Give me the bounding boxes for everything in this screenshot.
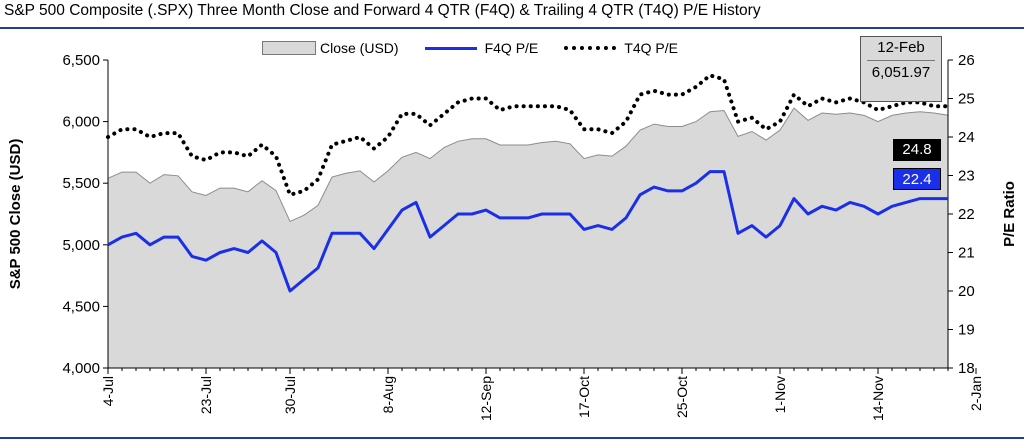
y2-tick-label: 24 (958, 129, 975, 146)
y2-axis-label: P/E Ratio (1001, 181, 1018, 247)
y2-tick-label: 20 (958, 283, 975, 300)
y2-tick-label: 23 (958, 168, 975, 185)
y-tick-label: 6,500 (62, 52, 100, 69)
y-tick-label: 6,000 (62, 114, 100, 131)
latest-close: 6,051.97 (867, 60, 935, 83)
legend: Close (USD) F4Q P/E T4Q P/E (262, 40, 704, 56)
legend-close-label: Close (USD) (320, 40, 399, 56)
y-tick-label: 5,000 (62, 237, 100, 254)
y2-tick-label: 18 (958, 360, 975, 377)
pe-lines-layer (106, 73, 950, 293)
x-tick-label: 14-Nov (870, 376, 886, 421)
x-tick-label: 8-Aug (380, 376, 396, 413)
x-tick-label: 17-Oct (576, 376, 592, 418)
y-axis-label: S&P 500 Close (USD) (7, 139, 24, 290)
x-tick-label: 1-Nov (772, 376, 788, 413)
chart-title: S&P 500 Composite (.SPX) Three Month Clo… (4, 2, 761, 19)
axes-layer: 4,000 4,500 5,000 5,500 6,000 6,500 18 19 20 21 22… (62, 52, 984, 421)
legend-t4q-swatch (564, 46, 617, 50)
legend-close-swatch (262, 41, 316, 55)
legend-f4q: F4Q P/E (424, 40, 539, 56)
y-tick-label: 5,500 (62, 175, 100, 192)
close-area (107, 107, 949, 369)
legend-t4q: T4Q P/E (564, 40, 678, 56)
y2-tick-label: 19 (958, 322, 975, 339)
x-tick-label: 23-Jul (198, 376, 214, 414)
latest-date-box: 12-Feb 6,051.97 (860, 36, 942, 102)
y-tick-label: 4,000 (62, 360, 100, 377)
legend-f4q-label: F4Q P/E (484, 40, 539, 56)
y2-tick-label: 22 (958, 206, 975, 223)
close-area-layer (107, 107, 949, 369)
x-tick-label: 30-Jul (282, 376, 298, 414)
x-tick-label: 25-Oct (674, 376, 690, 418)
legend-close: Close (USD) (262, 40, 399, 56)
f4q-latest-label: 22.4 (893, 168, 941, 190)
x-tick-label: 2-Jan (968, 376, 984, 411)
legend-t4q-label: T4Q P/E (624, 40, 678, 56)
top-rule (0, 27, 1024, 29)
latest-date: 12-Feb (877, 39, 925, 56)
y2-tick-label: 21 (958, 245, 975, 262)
y2-tick-label: 25 (958, 91, 975, 108)
legend-f4q-swatch (424, 46, 477, 50)
y2-tick-label: 26 (958, 52, 975, 69)
bottom-rule (0, 437, 1024, 439)
f4q-line (107, 170, 948, 293)
x-tick-label: 12-Sep (478, 376, 494, 421)
t4q-latest-label: 24.8 (893, 139, 941, 161)
x-tick-label: 4-Jul (100, 376, 116, 406)
y-tick-label: 4,500 (62, 298, 100, 315)
